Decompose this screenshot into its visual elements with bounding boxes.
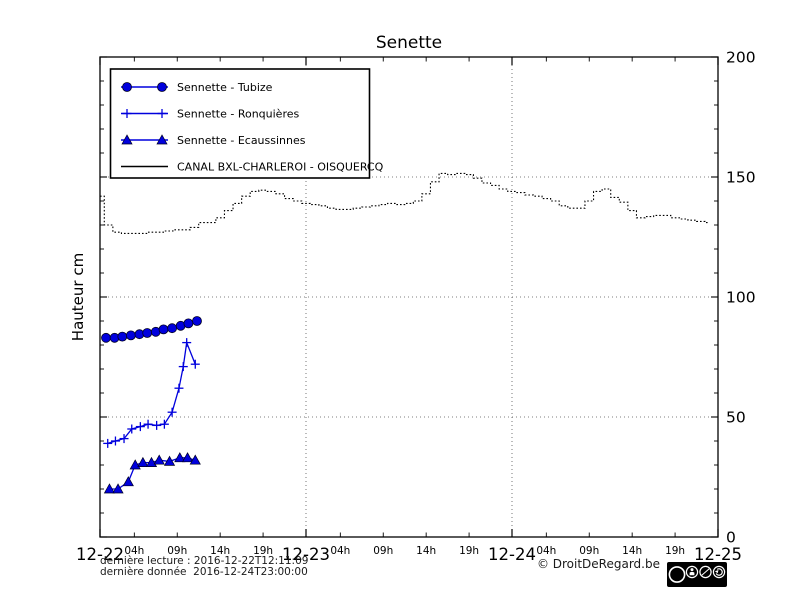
sa-label: SA <box>716 581 723 587</box>
y-axis-label: Hauteur cm <box>69 252 87 342</box>
x-day-label: 12-23 <box>282 545 330 564</box>
nc-label: NC <box>702 581 709 587</box>
copyright-link: © DroitDeRegard.be <box>536 557 660 571</box>
x-hour-label: 19h <box>253 545 273 557</box>
x-hour-label: 19h <box>665 545 685 557</box>
cc-by-nc-sa-badge: cc $ BY NC SA <box>667 562 727 587</box>
legend-entry-3: CANAL BXL-CHARLEROI - OISQUERCQ <box>121 161 384 174</box>
y-tick-label: 200 <box>726 49 756 67</box>
sa-icon <box>712 565 726 579</box>
legend-entry-1: Sennette - Ronquières <box>121 108 299 121</box>
y-tick-label: 50 <box>726 409 746 427</box>
series-3 <box>100 172 710 234</box>
footer-last-data: dernière donnée 2016-12-24T23:00:00 <box>100 566 308 578</box>
nc-icon: $ <box>699 565 712 579</box>
legend-label: Sennette - Tubize <box>177 81 273 94</box>
legend-entry-2: Sennette - Ecaussinnes <box>121 134 306 147</box>
series-0 <box>101 316 202 343</box>
x-hour-label: 04h <box>124 545 144 557</box>
x-hour-label: 04h <box>330 545 350 557</box>
chart-title: Senette <box>375 33 443 53</box>
legend-label: Sennette - Ecaussinnes <box>177 134 306 147</box>
x-hour-label: 09h <box>373 545 393 557</box>
legend: Sennette - Tubize Sennette - Ronquières Se… <box>109 68 384 179</box>
x-day-label: 12-22 <box>76 545 124 564</box>
x-hour-label: 04h <box>536 545 556 557</box>
series-1 <box>103 338 200 448</box>
x-hour-label: 09h <box>167 545 187 557</box>
series-2 <box>103 452 201 494</box>
cc-logo-text: cc <box>672 571 682 580</box>
cc-icon <box>668 566 686 583</box>
footer-last-reading: dernière lecture : 2016-12-22T12:11:09 <box>100 555 309 567</box>
x-hour-label: 19h <box>459 545 479 557</box>
plot-border <box>99 56 719 538</box>
y-tick-label: 150 <box>726 169 756 187</box>
legend-entry-0: Sennette - Tubize <box>121 81 273 94</box>
x-hour-label: 09h <box>579 545 599 557</box>
by-icon <box>685 565 699 579</box>
x-day-label: 12-25 <box>694 545 742 564</box>
x-hour-label: 14h <box>416 545 436 557</box>
legend-label: CANAL BXL-CHARLEROI - OISQUERCQ <box>177 161 384 174</box>
legend-label: Sennette - Ronquières <box>177 108 299 121</box>
by-label: BY <box>689 581 695 587</box>
y-tick-label: 0 <box>726 529 736 547</box>
y-tick-label: 100 <box>726 289 756 307</box>
x-hour-label: 14h <box>210 545 230 557</box>
x-day-label: 12-24 <box>488 545 536 564</box>
x-hour-label: 14h <box>622 545 642 557</box>
